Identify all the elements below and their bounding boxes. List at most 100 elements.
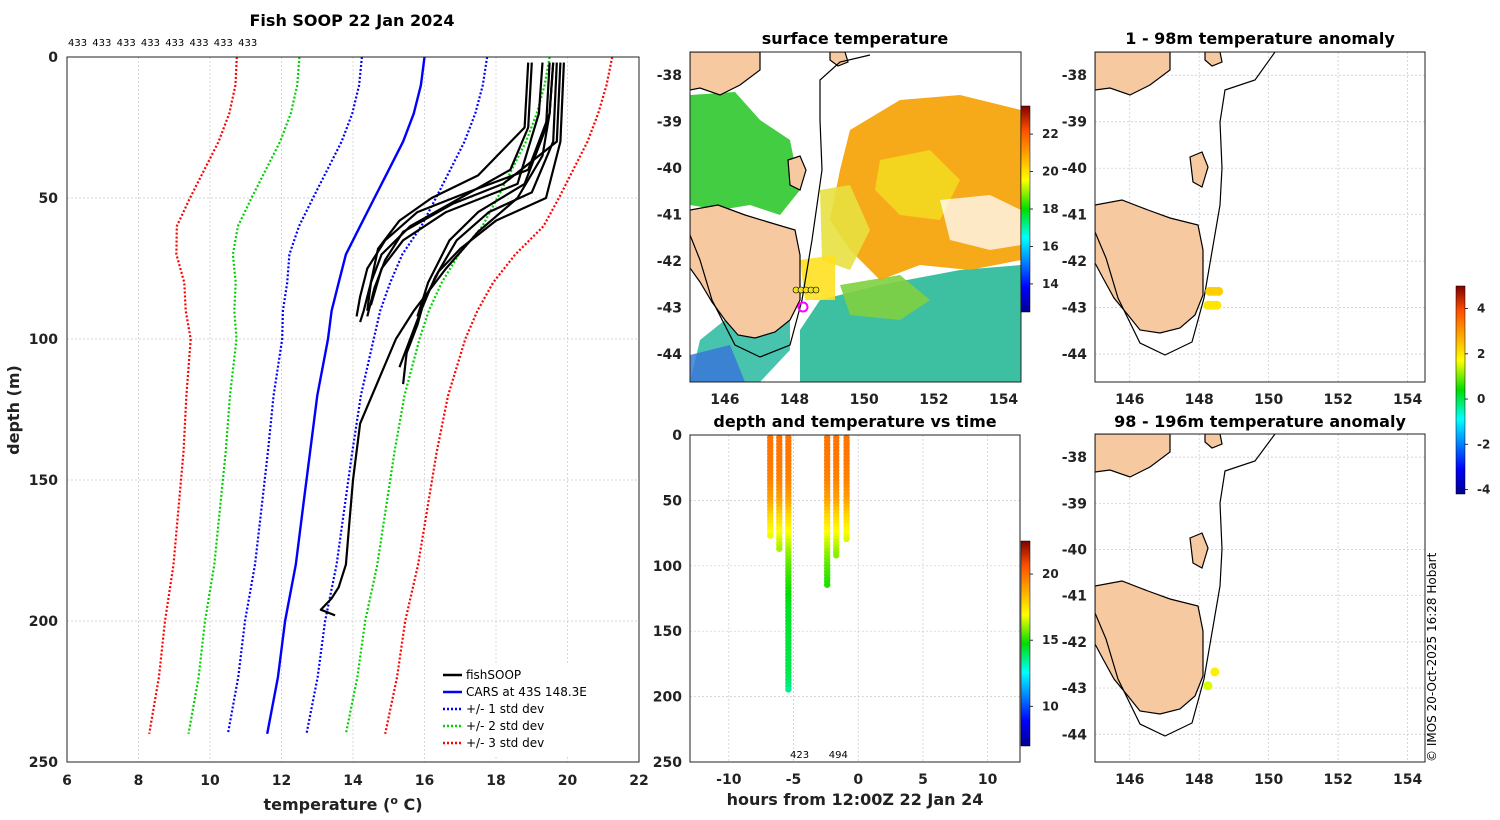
profile-ytick-label: 50: [39, 191, 59, 207]
sst-land-flinders: [787, 155, 807, 191]
sst-track-point: [812, 286, 820, 294]
dt-ytick-label: 250: [653, 755, 682, 771]
anom2-frame: [1094, 433, 1426, 763]
dt-annotation-label: 423: [790, 750, 809, 761]
profile-ytick-label: 0: [48, 50, 58, 66]
map-ytick-label: -39: [657, 115, 682, 131]
anom1-land-victoria: [1095, 52, 1171, 96]
map-xtick-label: 146: [1115, 772, 1144, 788]
sst-title: surface temperature: [762, 29, 949, 48]
map-ytick-label: -44: [1062, 347, 1088, 363]
profile-ytick-label: 100: [29, 332, 58, 348]
sst-patch-deep-south: [690, 345, 745, 382]
colorbar-tick-label: 10: [1042, 699, 1059, 713]
sst-colorbar-ticks: 14 16 18 20 22: [1030, 127, 1059, 291]
map-xtick-label: 146: [710, 392, 739, 408]
temperature-profile-chart: Fish SOOP 22 Jan 2024 433 433 433 433 433 433…: [4, 11, 649, 814]
anom2-point: [1203, 681, 1213, 691]
map-xtick-label: 150: [1254, 392, 1283, 408]
dt-xtick-label: 5: [918, 772, 928, 788]
anom1-points: [1203, 286, 1224, 310]
copyright-notice: © IMOS 20-Oct-2025 16:28 Hobart: [1425, 552, 1439, 762]
profile-ticks: 6 8 10 12 14 16 18 20 22 0 50 100 150 200 250: [29, 50, 649, 789]
dt-ytick-label: 150: [653, 624, 682, 640]
map-ytick-label: -42: [1062, 635, 1087, 651]
profile-xtick-label: 12: [272, 773, 291, 789]
dt-title: depth and temperature vs time: [713, 412, 996, 431]
profile-top-label: 433: [92, 38, 111, 49]
dt-xlabel: hours from 12:00Z 22 Jan 24: [727, 790, 984, 809]
map-xtick-label: 152: [919, 392, 948, 408]
sst-patch-bass-strait: [690, 92, 800, 215]
sst-plot-area: [690, 52, 1021, 382]
anomaly-colorbar: [1455, 285, 1466, 495]
anom1-point: [1212, 300, 1222, 310]
depth-time-chart: depth and temperature vs time -10 -5 0 5 100…: [653, 412, 1059, 809]
legend-cars: CARS at 43S 148.3E: [466, 685, 587, 699]
legend-background: [437, 664, 627, 756]
sst-land-victoria: [690, 52, 761, 96]
profile-top-label: 433: [190, 38, 209, 49]
map-ytick-label: -41: [1062, 589, 1087, 605]
map-xtick-label: 148: [1185, 392, 1214, 408]
map-ytick-label: -40: [1062, 161, 1088, 177]
profile-xtick-label: 6: [62, 773, 72, 789]
colorbar-tick-label: 15: [1042, 633, 1059, 647]
anom1-ticks: 146 148 150 152 154 -38 -39 -40 -41 -42 -43 -44: [1062, 68, 1423, 408]
profile-xlabel: temperature (o C): [263, 794, 422, 814]
anom2-land-flinders: [1189, 532, 1209, 569]
legend-std2: +/- 2 std dev: [466, 719, 544, 733]
profile-curves: [148, 57, 614, 735]
profile-xtick-label: 14: [343, 773, 363, 789]
colorbar-tick-label: 2: [1477, 347, 1485, 361]
dt-colorbar-ticks: 10 15 20: [1030, 567, 1059, 713]
map-ytick-label: -40: [1062, 542, 1088, 558]
anom2-plot-area: [1095, 434, 1276, 737]
profile-top-label: 433: [68, 38, 87, 49]
profile-title: Fish SOOP 22 Jan 2024: [250, 11, 455, 30]
profile-ylabel: depth (m): [4, 365, 23, 455]
dt-columns: [767, 435, 850, 693]
legend-fishsoop: fishSOOP: [466, 668, 521, 682]
dt-grid: [690, 434, 1020, 763]
profile-ytick-label: 250: [29, 755, 58, 771]
sst-ticks: 146 148 150 152 154 -38 -39 -40 -41 -42 -43 -44: [657, 68, 1019, 408]
map-xtick-label: 148: [1185, 772, 1214, 788]
sst-land-nsw: [829, 52, 849, 67]
anom2-grid: [1095, 434, 1425, 762]
dt-ytick-label: 200: [653, 690, 682, 706]
anomaly-colorbar-ticks: -4 -2 0 2 4: [1465, 302, 1490, 496]
dt-annotation-label: 494: [829, 750, 848, 761]
profile-top-label: 433: [165, 38, 184, 49]
colorbar-tick-label: -2: [1477, 437, 1490, 451]
sst-patch-south-mid: [840, 275, 930, 320]
sst-patch-east-coast: [820, 185, 870, 270]
sst-colorbar: [1020, 105, 1031, 313]
map-ytick-label: -43: [1062, 681, 1087, 697]
dt-measurement-point: [767, 532, 774, 539]
map-ytick-label: -41: [657, 208, 682, 224]
anom2-land-nsw: [1204, 434, 1223, 449]
profile-frame: [66, 56, 640, 763]
colorbar-tick-label: 4: [1477, 302, 1485, 316]
map-xtick-label: 154: [1393, 392, 1422, 408]
map-xtick-label: 148: [780, 392, 809, 408]
profile-xtick-label: 8: [134, 773, 144, 789]
dt-ytick-label: 0: [672, 428, 682, 444]
dt-xtick-label: 0: [853, 772, 863, 788]
profile-xtick-label: 22: [629, 773, 648, 789]
profile-xtick-label: 18: [486, 773, 505, 789]
profile-top-labels: 433 433 433 433 433 433 433 433: [68, 38, 257, 49]
fishsoop-profile: [416, 62, 551, 317]
map-ytick-label: -38: [1062, 68, 1087, 84]
profile-ytick-label: 150: [29, 473, 58, 489]
colorbar-tick-label: 14: [1042, 277, 1059, 291]
map-ytick-label: -43: [657, 301, 682, 317]
anom2-land-tasmania: [1095, 580, 1204, 715]
map-ytick-label: -42: [657, 254, 682, 270]
map-xtick-label: 152: [1324, 392, 1353, 408]
dt-xtick-label: 10: [978, 772, 998, 788]
dt-measurement-point: [843, 535, 850, 543]
anom1-land-nsw: [1204, 52, 1223, 67]
